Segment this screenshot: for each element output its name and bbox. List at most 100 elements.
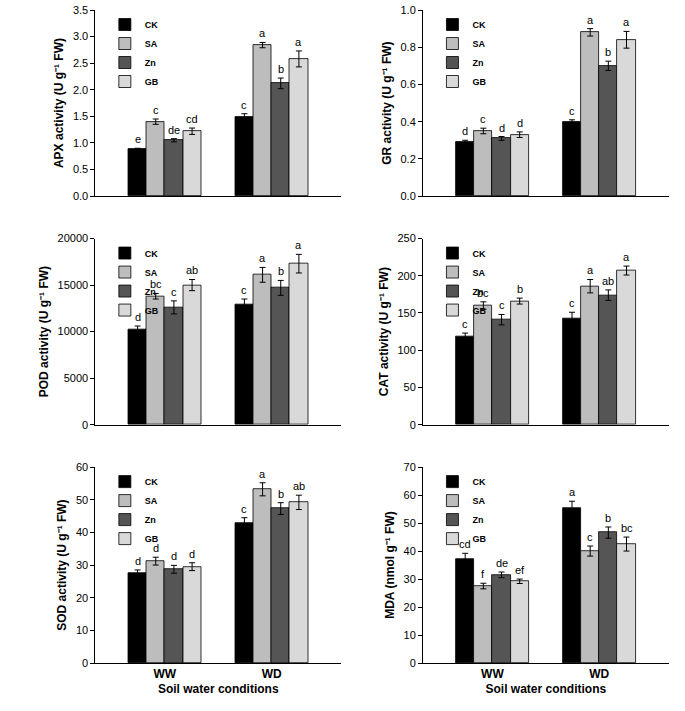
svg-text:d: d [499,122,505,134]
svg-text:SA: SA [472,268,485,278]
svg-text:c: c [241,503,247,515]
svg-text:WD: WD [262,667,282,681]
svg-text:0.6: 0.6 [401,78,416,90]
svg-text:f: f [481,568,485,580]
svg-text:c: c [241,284,247,296]
svg-text:APX activity (U g⁻¹ FW): APX activity (U g⁻¹ FW) [52,38,66,168]
svg-text:GB: GB [145,77,159,87]
svg-text:cd: cd [459,538,471,550]
svg-text:Soil water conditions: Soil water conditions [158,682,279,696]
svg-text:ef: ef [515,564,525,576]
svg-text:5000: 5000 [64,372,88,384]
svg-text:c: c [153,104,159,116]
svg-text:a: a [623,251,630,263]
svg-text:GB: GB [145,534,159,544]
svg-text:20: 20 [76,592,88,604]
svg-text:200: 200 [397,270,415,282]
svg-text:30: 30 [404,573,416,585]
svg-text:0: 0 [82,657,88,669]
svg-text:b: b [517,283,523,295]
svg-text:GB: GB [472,534,486,544]
svg-text:Zn: Zn [145,287,156,297]
svg-text:100: 100 [397,344,415,356]
svg-text:60: 60 [76,461,88,473]
svg-text:d: d [171,550,177,562]
svg-text:bc: bc [150,278,162,290]
svg-text:70: 70 [404,461,416,473]
svg-text:SA: SA [145,268,158,278]
svg-text:cd: cd [186,113,198,125]
svg-text:2.5: 2.5 [73,57,88,69]
svg-text:GB: GB [472,306,486,316]
svg-text:250: 250 [397,232,415,244]
svg-text:a: a [259,468,266,480]
svg-text:a: a [259,252,266,264]
svg-text:ab: ab [602,275,614,287]
svg-text:c: c [569,297,575,309]
svg-text:20000: 20000 [58,232,89,244]
svg-text:b: b [278,488,284,500]
svg-text:1.0: 1.0 [401,4,416,16]
svg-text:WW: WW [481,667,504,681]
svg-text:0.5: 0.5 [73,163,88,175]
svg-text:de: de [168,124,180,136]
svg-text:10000: 10000 [58,325,89,337]
svg-text:1.0: 1.0 [73,137,88,149]
svg-text:MDA (nmol g⁻¹ FW): MDA (nmol g⁻¹ FW) [383,511,397,619]
svg-text:50: 50 [404,381,416,393]
svg-text:Soil water conditions: Soil water conditions [486,682,607,696]
svg-text:WW: WW [154,667,177,681]
svg-text:SA: SA [145,496,158,506]
svg-text:c: c [569,105,575,117]
svg-text:c: c [241,99,247,111]
svg-text:Zn: Zn [472,287,483,297]
svg-text:15000: 15000 [58,279,89,291]
svg-text:40: 40 [76,526,88,538]
svg-text:60: 60 [404,489,416,501]
svg-text:CK: CK [472,477,485,487]
svg-text:de: de [496,557,508,569]
svg-text:SA: SA [472,39,485,49]
svg-text:a: a [623,16,630,28]
svg-text:b: b [278,63,284,75]
svg-text:d: d [135,555,141,567]
svg-text:SA: SA [472,496,485,506]
svg-text:c: c [171,286,177,298]
svg-text:CK: CK [472,249,485,259]
svg-text:ab: ab [293,480,305,492]
svg-text:c: c [499,299,505,311]
svg-text:e: e [135,133,141,145]
svg-text:CK: CK [145,249,158,259]
svg-text:bc: bc [477,287,489,299]
svg-text:a: a [569,486,576,498]
svg-text:0.2: 0.2 [401,153,416,165]
svg-text:GB: GB [472,77,486,87]
svg-text:b: b [605,512,611,524]
svg-text:d: d [462,125,468,137]
svg-text:c: c [587,531,593,543]
svg-text:3.0: 3.0 [73,30,88,42]
svg-text:POD activity (U g⁻¹ FW): POD activity (U g⁻¹ FW) [37,266,51,397]
svg-text:10: 10 [76,624,88,636]
svg-text:CK: CK [472,20,485,30]
svg-text:150: 150 [397,307,415,319]
svg-text:0.0: 0.0 [73,190,88,202]
svg-text:WD: WD [589,667,609,681]
svg-text:0: 0 [410,419,416,431]
svg-text:0.0: 0.0 [401,190,416,202]
svg-text:a: a [295,36,302,48]
svg-text:GB: GB [145,306,159,316]
svg-text:1.5: 1.5 [73,110,88,122]
svg-text:a: a [587,264,594,276]
svg-text:0.4: 0.4 [401,116,416,128]
svg-text:ab: ab [186,264,198,276]
svg-text:a: a [295,239,302,251]
svg-text:Zn: Zn [145,58,156,68]
svg-text:b: b [278,265,284,277]
svg-text:c: c [462,318,468,330]
svg-text:GR activity (U g⁻¹ FW): GR activity (U g⁻¹ FW) [380,41,394,164]
svg-text:Zn: Zn [472,58,483,68]
svg-text:40: 40 [404,545,416,557]
svg-text:c: c [480,113,486,125]
svg-text:SA: SA [145,39,158,49]
